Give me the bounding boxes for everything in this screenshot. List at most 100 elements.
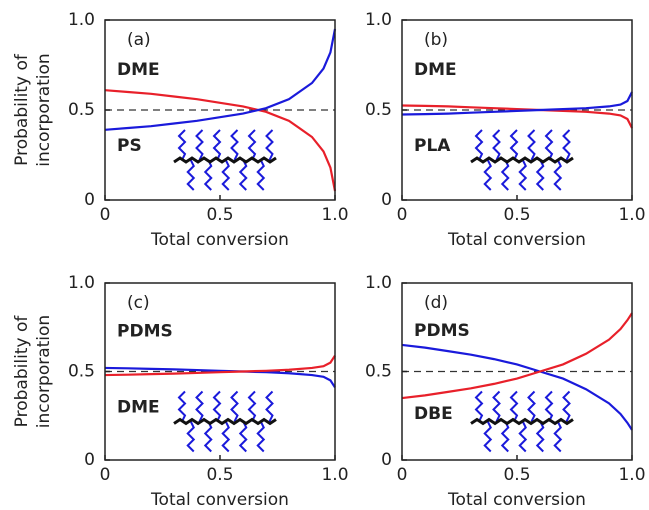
- plot-frame: [401, 19, 633, 201]
- polymer-illustration: [470, 390, 574, 453]
- side-chain: [212, 390, 222, 422]
- side-chain: [553, 421, 563, 453]
- y-tick-label: 0: [84, 190, 95, 210]
- legend-label: DME: [117, 398, 160, 418]
- plot-frame: [401, 282, 633, 461]
- legend-label: DBE: [414, 404, 453, 424]
- side-chain: [509, 129, 519, 161]
- side-chain: [518, 159, 528, 191]
- backbone: [173, 156, 277, 164]
- x-axis-label: Total conversion: [150, 230, 289, 250]
- x-tick-label: 0.5: [503, 465, 530, 485]
- side-chain: [247, 390, 257, 422]
- y-axis-label: incorporation: [34, 315, 54, 428]
- side-chain: [483, 159, 493, 191]
- x-tick-label: 0: [397, 205, 408, 225]
- side-chain: [535, 159, 545, 191]
- y-tick-label: 1.0: [365, 273, 392, 293]
- x-tick-label: 0.5: [206, 465, 233, 485]
- x-tick-label: 0.5: [503, 205, 530, 225]
- backbone: [470, 417, 574, 426]
- x-axis-label: Total conversion: [447, 490, 586, 510]
- x-axis-label: Total conversion: [150, 490, 289, 510]
- side-chain: [483, 421, 493, 453]
- y-axis-label: incorporation: [34, 53, 54, 166]
- side-chain: [544, 390, 554, 422]
- backbone: [173, 417, 277, 426]
- side-chain: [186, 159, 196, 191]
- y-tick-label: 0.5: [365, 362, 392, 382]
- y-tick-label: 0.5: [365, 100, 392, 120]
- polymer-illustration: [470, 129, 574, 191]
- side-chain: [527, 390, 536, 422]
- side-chain: [265, 129, 274, 161]
- y-tick-label: 0.5: [68, 100, 95, 120]
- side-chain: [500, 421, 510, 453]
- side-chain: [212, 129, 222, 161]
- legend-label: PDMS: [117, 322, 173, 342]
- legend-label: DME: [414, 60, 457, 80]
- plot-frame: [104, 19, 336, 201]
- backbone: [470, 156, 574, 164]
- side-chain: [238, 421, 248, 453]
- side-chain: [562, 129, 571, 161]
- side-chain: [177, 390, 187, 422]
- x-tick-label: 1.0: [618, 465, 645, 485]
- y-tick-label: 1.0: [68, 10, 95, 30]
- x-axis-label: Total conversion: [447, 230, 586, 250]
- y-axis-label: Probability of: [12, 53, 32, 166]
- side-chain: [527, 129, 536, 161]
- legend-label: PLA: [414, 136, 451, 156]
- legend-label: DME: [117, 60, 160, 80]
- side-chain: [195, 390, 204, 422]
- side-chain: [238, 159, 248, 191]
- series-line: [104, 89, 337, 192]
- series-line: [104, 354, 336, 377]
- y-tick-label: 1.0: [68, 273, 95, 293]
- x-tick-label: 0: [100, 465, 111, 485]
- series-line: [401, 312, 633, 400]
- side-chain: [230, 129, 239, 161]
- side-chain: [474, 129, 484, 161]
- series-line: [401, 104, 633, 129]
- side-chain: [247, 129, 257, 161]
- legend-label: PS: [117, 136, 142, 156]
- side-chain: [544, 129, 554, 161]
- side-chain: [562, 390, 571, 422]
- x-tick-label: 1.0: [321, 465, 348, 485]
- legend-label: PDMS: [414, 321, 470, 341]
- side-chain: [553, 159, 563, 191]
- side-chain: [230, 390, 239, 422]
- side-chain: [474, 390, 484, 422]
- side-chain: [535, 421, 545, 453]
- panel-label: (c): [127, 293, 150, 313]
- side-chain: [221, 421, 231, 453]
- x-tick-label: 0: [100, 205, 111, 225]
- y-tick-label: 0: [381, 450, 392, 470]
- side-chain: [203, 159, 213, 191]
- side-chain: [256, 421, 266, 453]
- x-tick-label: 1.0: [321, 205, 348, 225]
- series-line: [104, 28, 337, 131]
- x-tick-label: 1.0: [618, 205, 645, 225]
- side-chain: [265, 390, 274, 422]
- side-chain: [203, 421, 213, 453]
- plot-frame: [104, 282, 336, 461]
- polymer-illustration: [173, 390, 277, 453]
- series-line: [401, 91, 633, 116]
- x-tick-label: 0.5: [206, 205, 233, 225]
- side-chain: [195, 129, 204, 161]
- side-chain: [177, 129, 187, 161]
- y-tick-label: 0: [381, 190, 392, 210]
- y-tick-label: 0: [84, 450, 95, 470]
- side-chain: [492, 390, 501, 422]
- x-tick-label: 0: [397, 465, 408, 485]
- side-chain: [509, 390, 519, 422]
- side-chain: [492, 129, 501, 161]
- y-axis-label: Probability of: [12, 315, 32, 428]
- y-tick-label: 1.0: [365, 10, 392, 30]
- side-chain: [221, 159, 231, 191]
- panel-label: (b): [424, 30, 448, 50]
- side-chain: [256, 159, 266, 191]
